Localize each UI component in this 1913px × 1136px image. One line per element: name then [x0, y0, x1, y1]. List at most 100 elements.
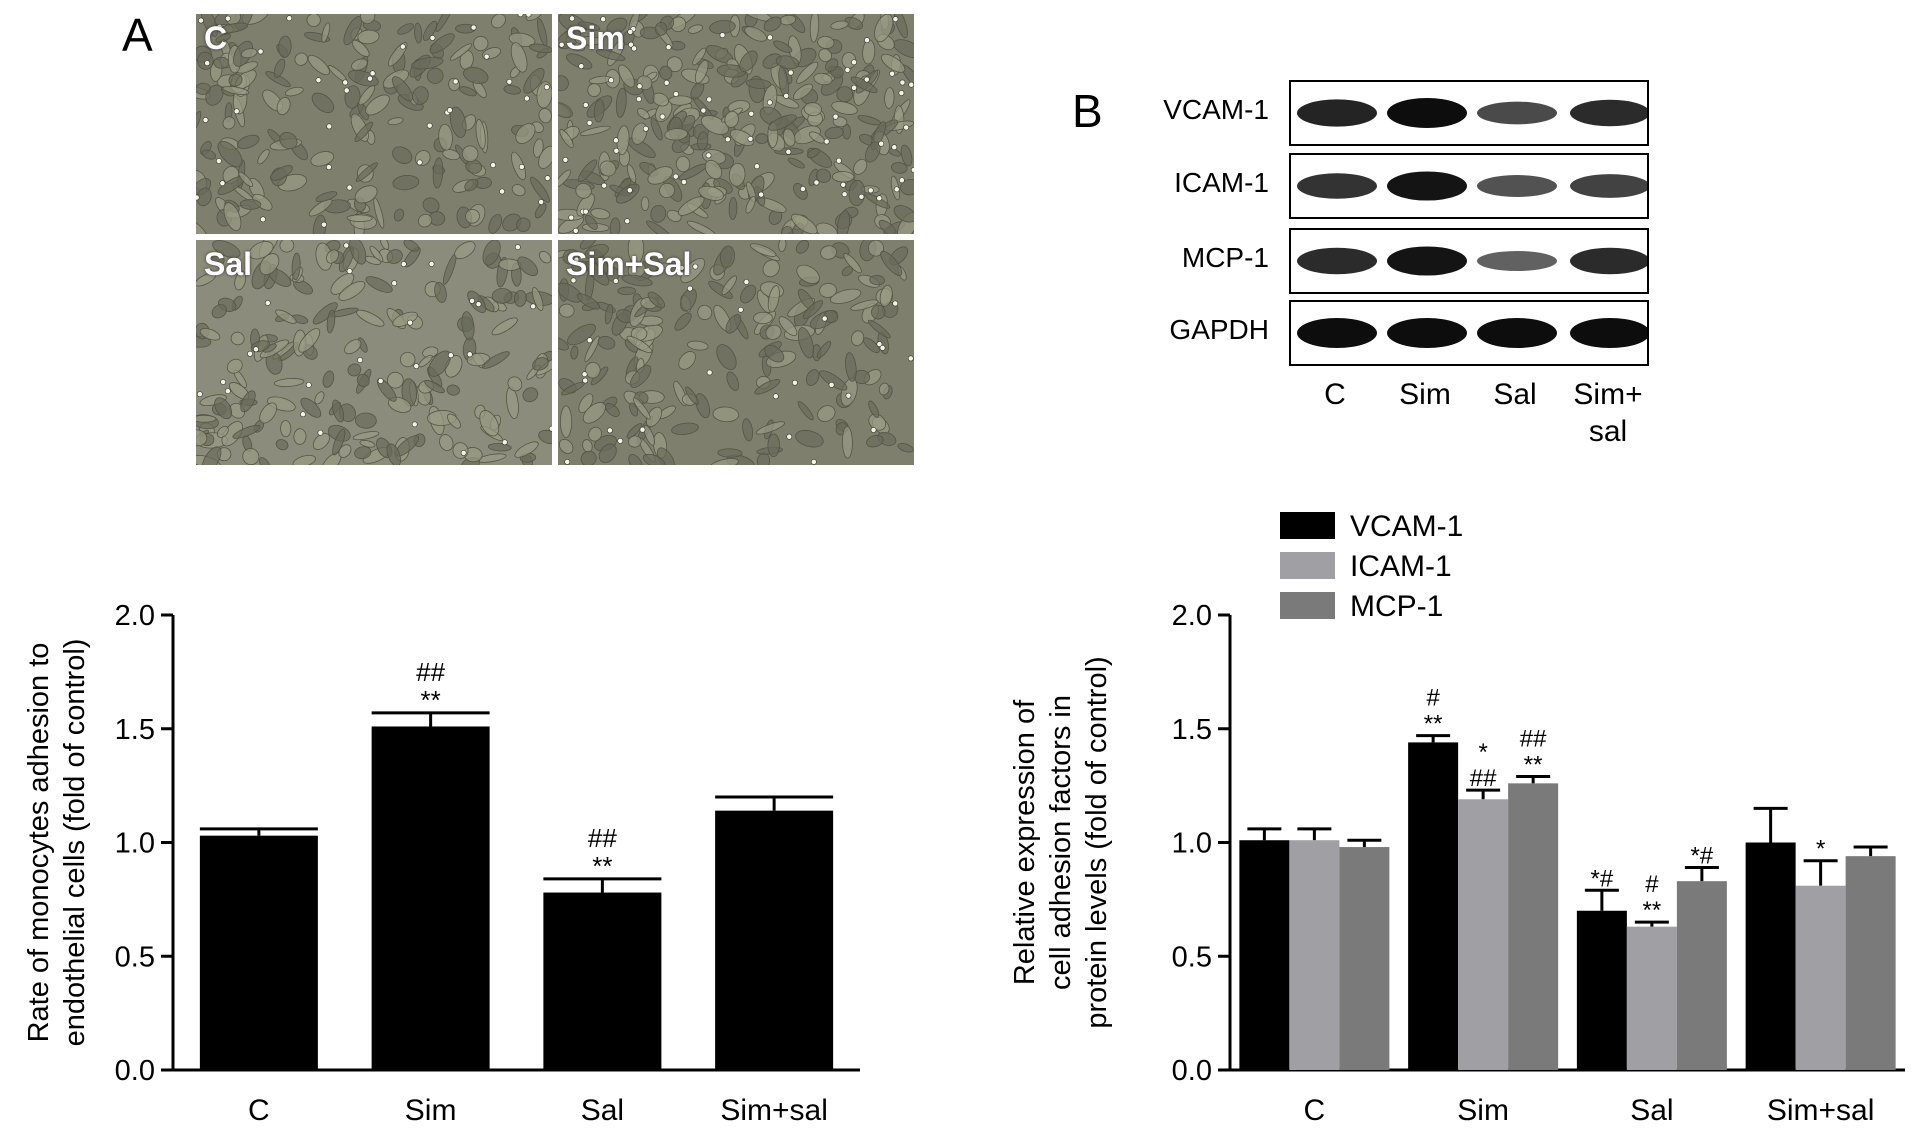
blot-band: [1570, 318, 1650, 348]
cell: [298, 328, 321, 353]
cell: [866, 434, 884, 448]
blot-strip: [1289, 228, 1650, 294]
cell: [712, 406, 740, 423]
monocyte: [754, 163, 760, 170]
y-tick-label: 2.0: [1172, 600, 1212, 632]
cell: [584, 335, 600, 363]
cell: [762, 259, 780, 278]
cell: [606, 17, 628, 35]
cell: [314, 391, 325, 405]
cell: [434, 281, 447, 303]
cell: [632, 397, 651, 420]
cell: [893, 14, 908, 39]
monocyte: [260, 216, 266, 223]
cell: [739, 50, 758, 72]
monocyte: [858, 193, 865, 200]
monocyte: [737, 306, 744, 313]
cell: [802, 300, 823, 320]
cell: [212, 240, 241, 259]
cell: [354, 121, 374, 143]
cell: [698, 185, 725, 201]
cell: [664, 128, 688, 141]
cell: [511, 151, 526, 181]
cell: [234, 271, 247, 291]
cell: [842, 425, 853, 459]
cell: [449, 106, 467, 138]
cell: [897, 443, 914, 453]
cell: [429, 33, 455, 54]
cell: [558, 303, 575, 318]
cell: [685, 386, 699, 405]
cell: [820, 245, 838, 260]
monocyte: [411, 421, 418, 428]
x-tick-label: C: [1304, 1094, 1326, 1127]
blot-band: [1570, 99, 1650, 127]
cell: [257, 149, 270, 165]
monocyte: [369, 70, 376, 77]
monocyte: [840, 181, 847, 188]
cell: [621, 274, 653, 287]
cell: [695, 393, 711, 419]
cell: [354, 412, 377, 429]
cell: [558, 336, 569, 351]
monocyte: [582, 377, 589, 384]
cell: [403, 240, 420, 252]
cell: [687, 24, 703, 34]
monocyte: [317, 429, 324, 436]
cell: [200, 14, 218, 37]
cell: [338, 281, 366, 301]
monocyte: [558, 41, 565, 48]
cell: [773, 40, 793, 53]
cell: [678, 351, 696, 370]
cell: [767, 285, 780, 313]
cell: [626, 164, 637, 183]
legend-swatch: [1280, 592, 1335, 619]
cell: [670, 16, 687, 33]
cell: [753, 311, 773, 325]
x-tick-label: Sal: [1630, 1094, 1673, 1127]
monocyte: [624, 218, 631, 225]
monocyte: [891, 144, 898, 151]
legend-swatch: [1280, 512, 1335, 539]
cell: [517, 256, 539, 277]
cell: [697, 131, 709, 151]
cell: [650, 204, 667, 223]
monocyte: [786, 433, 793, 440]
cell: [806, 148, 820, 159]
cell: [878, 382, 890, 396]
monocyte: [514, 244, 521, 250]
monocyte: [631, 45, 637, 52]
monocyte: [569, 15, 575, 22]
cell: [725, 314, 742, 334]
cell: [196, 414, 217, 423]
cell: [238, 171, 254, 188]
cell: [717, 448, 743, 458]
cell: [534, 202, 547, 219]
monocyte: [413, 363, 420, 370]
significance-marker: **: [1424, 711, 1443, 738]
cell: [843, 253, 862, 274]
cell: [647, 291, 666, 309]
cell: [675, 155, 691, 173]
legend-label: VCAM-1: [1350, 510, 1463, 543]
monocyte: [851, 59, 857, 66]
cell: [273, 378, 305, 387]
monocyte: [400, 261, 407, 268]
monocyte: [892, 16, 899, 23]
blot-row-label: ICAM-1: [1174, 167, 1269, 198]
cell: [558, 438, 574, 454]
monocyte: [636, 83, 643, 90]
monocyte: [864, 37, 870, 44]
significance-marker: **: [421, 685, 441, 715]
legend-swatch: [1280, 552, 1335, 579]
monocyte: [706, 369, 713, 376]
monocyte: [407, 319, 414, 326]
cell: [259, 253, 280, 276]
cell: [422, 20, 438, 41]
cell: [654, 22, 668, 36]
cell: [628, 435, 642, 448]
cell: [796, 61, 819, 84]
monocyte: [346, 184, 353, 191]
monocyte: [300, 411, 306, 418]
monocyte: [672, 173, 679, 180]
